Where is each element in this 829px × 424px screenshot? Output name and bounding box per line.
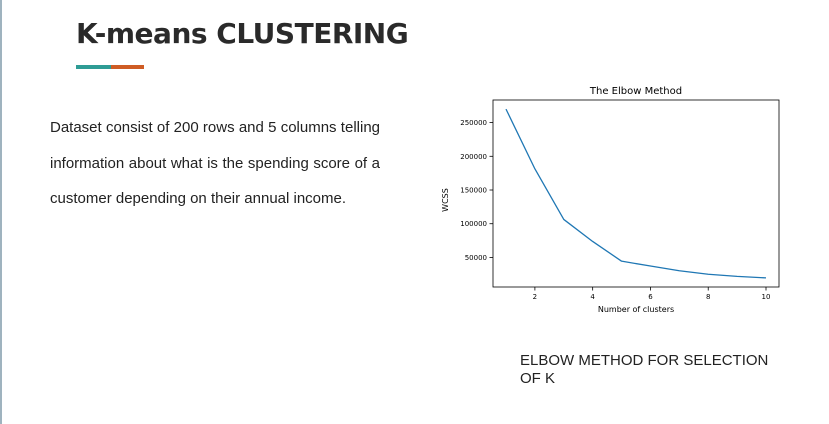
chart-y-axis-label: WCSS (441, 188, 450, 212)
dataset-description: Dataset consist of 200 rows and 5 column… (50, 119, 380, 207)
x-tick-label: 8 (706, 293, 710, 301)
y-tick-label: 200000 (460, 153, 487, 161)
chart-x-axis-label: Number of clusters (598, 305, 674, 314)
y-tick-label: 50000 (465, 254, 487, 262)
slide-title: K-means CLUSTERING (76, 17, 409, 50)
x-tick-label: 10 (762, 293, 771, 301)
chart-plot-frame (492, 99, 780, 288)
slide-left-border (0, 0, 2, 424)
title-accent-orange (111, 65, 144, 69)
figure-caption: ELBOW METHOD FOR SELECTION OF K (520, 352, 769, 387)
x-tick-label: 6 (648, 293, 653, 301)
wcss-series-line (505, 108, 767, 279)
chart-title: The Elbow Method (589, 86, 682, 97)
y-tick-label: 150000 (460, 187, 487, 195)
x-tick-label: 2 (533, 293, 537, 301)
elbow-chart: The Elbow Method WCSS Number of clusters… (441, 86, 780, 314)
y-tick-label: 250000 (460, 119, 487, 127)
title-accent-teal (76, 65, 111, 69)
x-tick-label: 4 (590, 293, 595, 301)
y-tick-label: 100000 (460, 220, 487, 228)
